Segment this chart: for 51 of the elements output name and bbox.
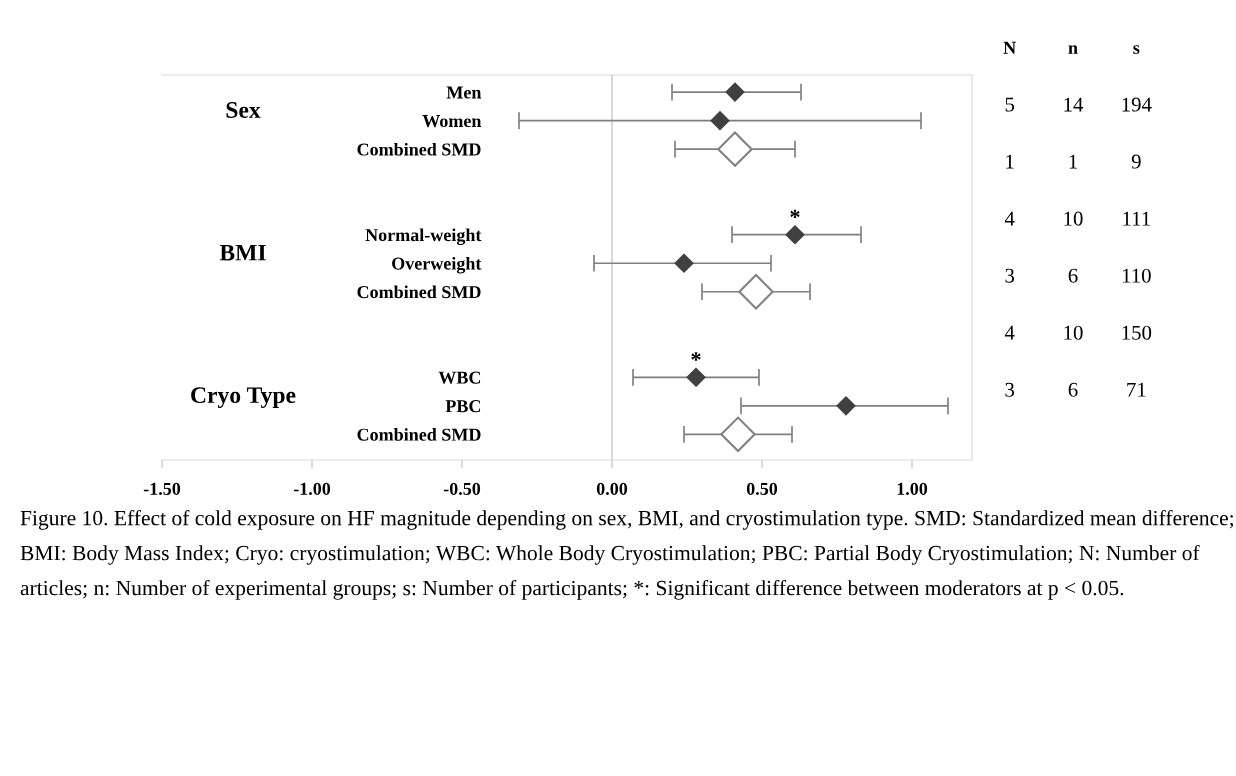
x-tick-label: N	[1003, 41, 1016, 54]
y-tick-label: Men	[446, 86, 482, 99]
data-label: 1	[1006, 154, 1014, 169]
point	[836, 396, 856, 416]
x-tick-label: 0.50	[746, 482, 778, 496]
point	[725, 82, 745, 102]
y-tick-label: WBC	[438, 371, 481, 384]
y-tick-label: Combined SMD	[357, 428, 481, 441]
point	[785, 225, 805, 245]
y-tick-label: PBC	[445, 400, 481, 413]
x-tick-label: 1.00	[897, 482, 928, 496]
data-label: 1	[1069, 154, 1077, 169]
data-label: 111	[1123, 211, 1150, 226]
y-tick-label: Combined SMD	[357, 285, 481, 299]
data-label: 4	[1004, 325, 1015, 340]
x-tick-label: -1.50	[143, 482, 181, 496]
data-label: 9	[1131, 154, 1141, 169]
annotation: *	[691, 352, 701, 361]
point	[717, 131, 753, 167]
annotation: *	[790, 209, 800, 219]
x-tick-label: 0.00	[596, 482, 628, 496]
data-label: 4	[1004, 211, 1015, 226]
data-label: 3	[1005, 268, 1015, 283]
annotation: Sex	[226, 102, 261, 118]
y-tick-label: Women	[422, 115, 482, 128]
data-label: 10	[1064, 325, 1083, 340]
point	[686, 367, 706, 387]
data-label: 194	[1122, 97, 1152, 112]
x-tick-label: -1.00	[293, 482, 331, 496]
y-tick-label: Normal-weight	[365, 228, 482, 245]
point	[738, 274, 774, 310]
data-label: 71	[1127, 382, 1146, 397]
point	[720, 416, 756, 453]
annotation: Cryo Type	[191, 387, 296, 408]
caption: Figure 10. Effect of cold exposure on HF magnitude depending on sex, BMI, and cryostimulation type. SMD: Standardized mean difference; BMI: Body Mass Index; Cryo: cryostimulation; WBC: Whole Body Cryostimulation; PBC: Partial Body Cryostimulation; N: Number of articles; n: Number of experimental groups; s: Number of participants; *: Significant difference between moderators at p < 0.05.	[20, 510, 1234, 600]
x-tick-label: s	[1133, 45, 1140, 54]
annotation: BMI	[219, 244, 266, 261]
data-label: 10	[1064, 211, 1083, 226]
x-tick-label: n	[1068, 45, 1078, 54]
data-label: 5	[1005, 97, 1015, 112]
data-label: 6	[1068, 268, 1078, 283]
data-label: 3	[1005, 382, 1015, 397]
point	[674, 253, 694, 273]
x-tick-label: -0.50	[443, 482, 481, 496]
data-label: 14	[1064, 97, 1084, 112]
data-label: 110	[1122, 268, 1151, 283]
data-label: 6	[1068, 382, 1078, 397]
data-label: 150	[1122, 325, 1152, 340]
y-tick-label: Combined SMD	[357, 142, 481, 156]
point	[710, 111, 730, 131]
y-tick-label: Overweight	[392, 256, 482, 274]
